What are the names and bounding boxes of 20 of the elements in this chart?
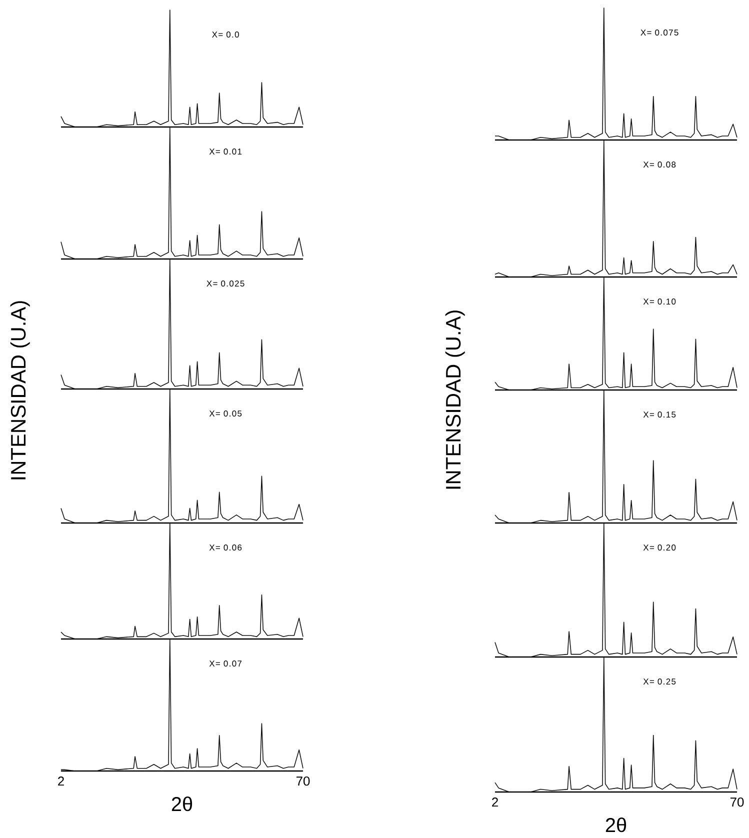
y-axis-title: INTENSIDAD (U.A)	[445, 310, 465, 489]
y-axis-title: INTENSIDAD (U.A)	[10, 301, 30, 480]
x-axis-title: 2θ	[606, 818, 626, 832]
text: X= 0.025	[206, 280, 244, 287]
text: X= 0.05	[209, 410, 242, 417]
x-axis-title: 2θ	[172, 796, 192, 812]
x-tick-label: 2	[492, 798, 498, 807]
text: X= 0.10	[643, 298, 676, 305]
text: X= 0.06	[209, 544, 242, 551]
text: X= 0.07	[209, 660, 242, 667]
text: X= 0.01	[209, 148, 242, 155]
x-tick-label: 70	[730, 798, 744, 807]
x-tick-label: 2	[58, 776, 64, 786]
x-tick-label: 70	[296, 776, 310, 786]
text: X= 0.25	[643, 678, 676, 685]
text: X= 0.075	[640, 30, 678, 36]
text: X= 0.15	[643, 412, 676, 418]
text: X= 0.0	[212, 32, 239, 38]
text: X= 0.08	[643, 162, 676, 168]
text: X= 0.20	[643, 544, 676, 551]
